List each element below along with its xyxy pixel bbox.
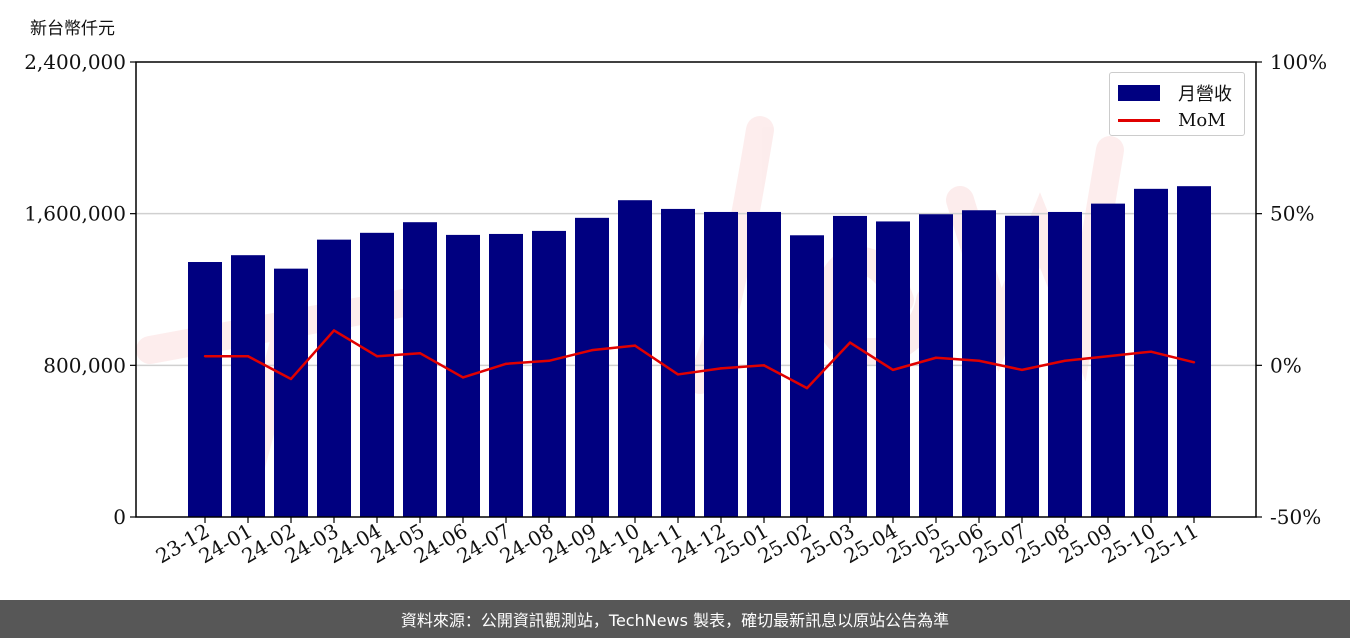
- bar-24-07: [489, 233, 523, 517]
- mom-point-24-07: [504, 362, 508, 366]
- y-right-tick-label-3: 100%: [1270, 50, 1327, 74]
- mom-point-24-06: [461, 376, 465, 379]
- mom-point-24-09: [590, 348, 594, 352]
- mom-point-25-05: [934, 356, 938, 359]
- mom-point-25-09: [1106, 355, 1110, 358]
- mom-point-25-10: [1149, 350, 1153, 353]
- mom-point-25-04: [891, 368, 895, 372]
- bar-24-10: [618, 200, 652, 518]
- mom-point-25-03: [848, 341, 852, 344]
- y-axis-unit-label: 新台幣仟元: [30, 19, 115, 39]
- mom-point-24-03: [332, 329, 336, 332]
- y-left-tick-label-2: 1,600,000: [24, 202, 126, 226]
- plot-frame: [135, 61, 1257, 518]
- mom-point-24-10: [633, 344, 637, 347]
- mom-point-25-06: [977, 359, 981, 362]
- y-right-tick-label-0: -50%: [1270, 505, 1321, 529]
- legend-swatch-line: [1118, 119, 1160, 122]
- bar-24-03: [317, 239, 351, 517]
- mom-point-25-07: [1020, 368, 1024, 372]
- mom-point-25-02: [805, 386, 809, 390]
- bar-24-11: [661, 208, 695, 518]
- mom-series: [203, 329, 1196, 390]
- bar-24-02: [274, 268, 308, 517]
- bar-25-11: [1177, 186, 1211, 518]
- mom-point-24-08: [547, 359, 551, 362]
- bar-24-06: [446, 234, 480, 517]
- bar-24-09: [575, 217, 609, 517]
- bar-24-08: [532, 230, 566, 517]
- legend-item-revenue: 月營收: [1118, 80, 1232, 106]
- mom-point-24-12: [719, 367, 723, 370]
- bar-25-05: [919, 214, 953, 517]
- bar-24-04: [360, 232, 394, 518]
- mom-point-25-08: [1063, 359, 1067, 362]
- bar-24-12: [704, 211, 738, 517]
- bar-25-09: [1091, 203, 1125, 517]
- source-text: 資料來源：公開資訊觀測站，TechNews 製表，確切最新訊息以原站公告為準: [400, 611, 950, 630]
- y-left-tick-label-0: 0: [113, 505, 126, 529]
- legend-item-mom: MoM: [1118, 110, 1226, 131]
- mom-point-24-11: [676, 373, 680, 376]
- bars-series: [188, 186, 1211, 518]
- bar-24-05: [403, 222, 437, 517]
- y-right-tick-label-2: 50%: [1270, 202, 1314, 226]
- mom-point-25-01: [762, 364, 766, 367]
- legend-swatch-bar: [1118, 85, 1160, 101]
- mom-point-24-02: [289, 377, 293, 381]
- y-left-tick-label-3: 2,400,000: [24, 50, 126, 74]
- chart-area: 新台幣仟元 0 800,000 1,600,000 2,400,000 -50% 0% 50…: [24, 19, 1327, 568]
- bar-23-12: [188, 262, 222, 517]
- mom-point-24-01: [246, 355, 250, 358]
- y-left-tick-label-1: 800,000: [43, 353, 126, 377]
- bar-25-08: [1048, 211, 1082, 517]
- legend: 月營收 MoM: [1109, 72, 1245, 136]
- mom-point-23-12: [203, 355, 207, 358]
- mom-point-24-04: [375, 355, 379, 358]
- chart-svg: 0800,0001,600,0002,400,000-50%0%50%100%2…: [24, 50, 1327, 568]
- bar-24-01: [231, 255, 265, 517]
- bar-25-03: [833, 215, 867, 518]
- mom-point-25-11: [1192, 361, 1196, 364]
- mom-point-24-05: [418, 352, 422, 355]
- legend-label-revenue: 月營收: [1178, 84, 1232, 105]
- source-footer: 資料來源：公開資訊觀測站，TechNews 製表，確切最新訊息以原站公告為準: [0, 600, 1350, 638]
- mom-line: [205, 329, 1195, 390]
- y-right-tick-label-1: 0%: [1270, 353, 1302, 377]
- legend-label-mom: MoM: [1178, 110, 1226, 131]
